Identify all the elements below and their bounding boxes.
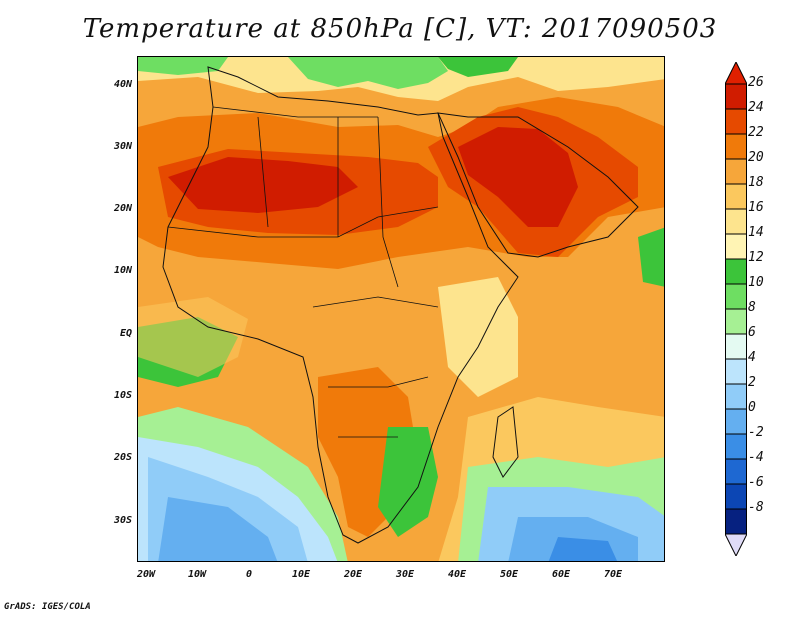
lon-label-40e: 40E: [447, 569, 467, 580]
colorbar-bottom-arrow: [725, 533, 747, 556]
lat-label-10n: 10N: [113, 265, 132, 276]
colorbar-label: 8: [748, 300, 756, 315]
field-india-green: [638, 227, 664, 287]
colorbar-swatch: [725, 133, 747, 160]
field-atlantic-north: [138, 57, 228, 75]
arabia-outline: [437, 112, 639, 258]
colorbar-swatch: [725, 83, 747, 110]
colorbar-swatch: [725, 408, 747, 435]
border-7: [328, 376, 429, 388]
colorbar-label: 22: [748, 125, 764, 140]
colorbar-label: 20: [748, 150, 764, 165]
lat-label-20n: 20N: [113, 203, 132, 214]
field-guinea-warm: [138, 297, 248, 377]
colorbar-swatch: [725, 433, 747, 460]
colorbar-label: 14: [748, 225, 764, 240]
colorbar-swatch: [725, 208, 747, 235]
colorbar: [725, 62, 747, 556]
coastlines: [162, 66, 639, 544]
lon-label-0: 0: [245, 569, 253, 580]
colorbar-swatch: [725, 483, 747, 510]
colorbar-swatch: [725, 233, 747, 260]
field-arabia-core: [458, 127, 578, 227]
colorbar-label: 0: [748, 400, 756, 415]
field-south-atlantic-colder: [158, 497, 278, 561]
temperature-field: [138, 57, 664, 561]
lat-label-30n: 30N: [113, 141, 132, 152]
field-mediterranean: [288, 57, 448, 89]
colorbar-swatch: [725, 508, 747, 535]
lat-label-20s: 20S: [113, 452, 132, 463]
colorbar-swatch: [725, 333, 747, 360]
lat-label-10s: 10S: [113, 390, 132, 401]
lon-label-10e: 10E: [291, 569, 311, 580]
lon-label-70e: 70E: [603, 569, 623, 580]
colorbar-swatch: [725, 258, 747, 285]
colorbar-label: 26: [748, 75, 764, 90]
colorbar-label: 16: [748, 200, 764, 215]
border-6: [312, 296, 439, 308]
map-title: Temperature at 850hPa [C], VT: 201709050…: [82, 14, 718, 44]
colorbar-label: 4: [748, 350, 756, 365]
colorbar-label: -2: [748, 425, 764, 440]
colorbar-swatch: [725, 358, 747, 385]
colorbar-label: 18: [748, 175, 764, 190]
border-5: [377, 116, 399, 288]
field-sahara-core: [168, 157, 358, 213]
madagascar-outline: [492, 406, 519, 478]
colorbar-swatch: [725, 308, 747, 335]
colorbar-label: 2: [748, 375, 756, 390]
colorbar-label: 6: [748, 325, 756, 340]
colorbar-label: 10: [748, 275, 764, 290]
colorbar-label: 24: [748, 100, 764, 115]
colorbar-label: 12: [748, 250, 764, 265]
colorbar-label: -8: [748, 500, 764, 515]
colorbar-swatch: [725, 283, 747, 310]
lon-label-60e: 60E: [551, 569, 571, 580]
border-1: [212, 106, 378, 118]
colorbar-swatch: [725, 183, 747, 210]
colorbar-swatch: [725, 108, 747, 135]
borders: [167, 106, 439, 438]
colorbar-swatch: [725, 458, 747, 485]
lon-label-10w: 10W: [187, 569, 207, 580]
lat-label-eq: EQ: [119, 328, 132, 339]
lat-label-40n: 40N: [113, 79, 132, 90]
border-3: [257, 116, 269, 228]
field-aegean: [438, 57, 518, 77]
lon-label-20e: 20E: [343, 569, 363, 580]
lon-label-20w: 20W: [136, 569, 156, 580]
field-indian-ocean-coldest: [548, 537, 618, 561]
lon-label-30e: 30E: [395, 569, 415, 580]
colorbar-top-arrow: [725, 62, 747, 85]
lon-label-50e: 50E: [499, 569, 519, 580]
credit-text: GrADS: IGES/COLA: [4, 602, 91, 612]
field-east-africa-green: [378, 427, 438, 537]
colorbar-label: -6: [748, 475, 764, 490]
africa-outline: [162, 66, 519, 544]
colorbar-label: -4: [748, 450, 764, 465]
colorbar-swatch: [725, 383, 747, 410]
colorbar-swatch: [725, 158, 747, 185]
temperature-map: [137, 56, 665, 562]
lat-label-30s: 30S: [113, 515, 132, 526]
